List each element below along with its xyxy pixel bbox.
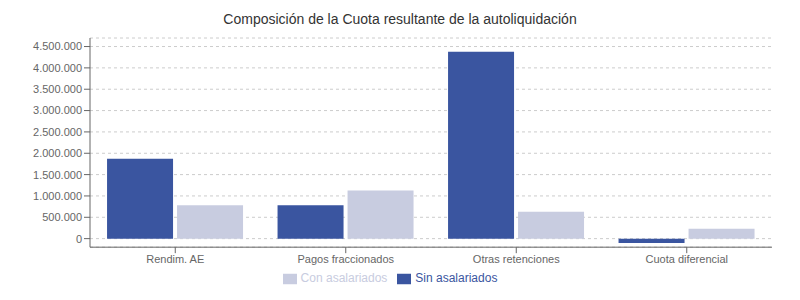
svg-text:500.000: 500.000 [42,211,82,223]
svg-text:2.500.000: 2.500.000 [33,126,82,138]
svg-text:2.000.000: 2.000.000 [33,147,82,159]
svg-text:Rendim. AE: Rendim. AE [146,253,204,265]
svg-text:3.000.000: 3.000.000 [33,104,82,116]
html-text:Con asalariados: Con asalariados [300,271,388,286]
svg-text:Otras retenciones: Otras retenciones [473,253,560,265]
svg-text:4.500.000: 4.500.000 [33,40,82,52]
svg-text:1.500.000: 1.500.000 [33,169,82,181]
svg-text:Pagos fraccionados: Pagos fraccionados [297,253,394,265]
svg-text:0: 0 [76,233,82,245]
html-text:Composición de la Cuota result: Composición de la Cuota resultante de la… [223,11,577,27]
svg-text:Cuota diferencial: Cuota diferencial [645,253,728,265]
svg-text:3.500.000: 3.500.000 [33,83,82,95]
svg-text:1.000.000: 1.000.000 [33,190,82,202]
html-text:Sin asalariados: Sin asalariados [415,271,498,286]
svg-text:4.000.000: 4.000.000 [33,62,82,74]
